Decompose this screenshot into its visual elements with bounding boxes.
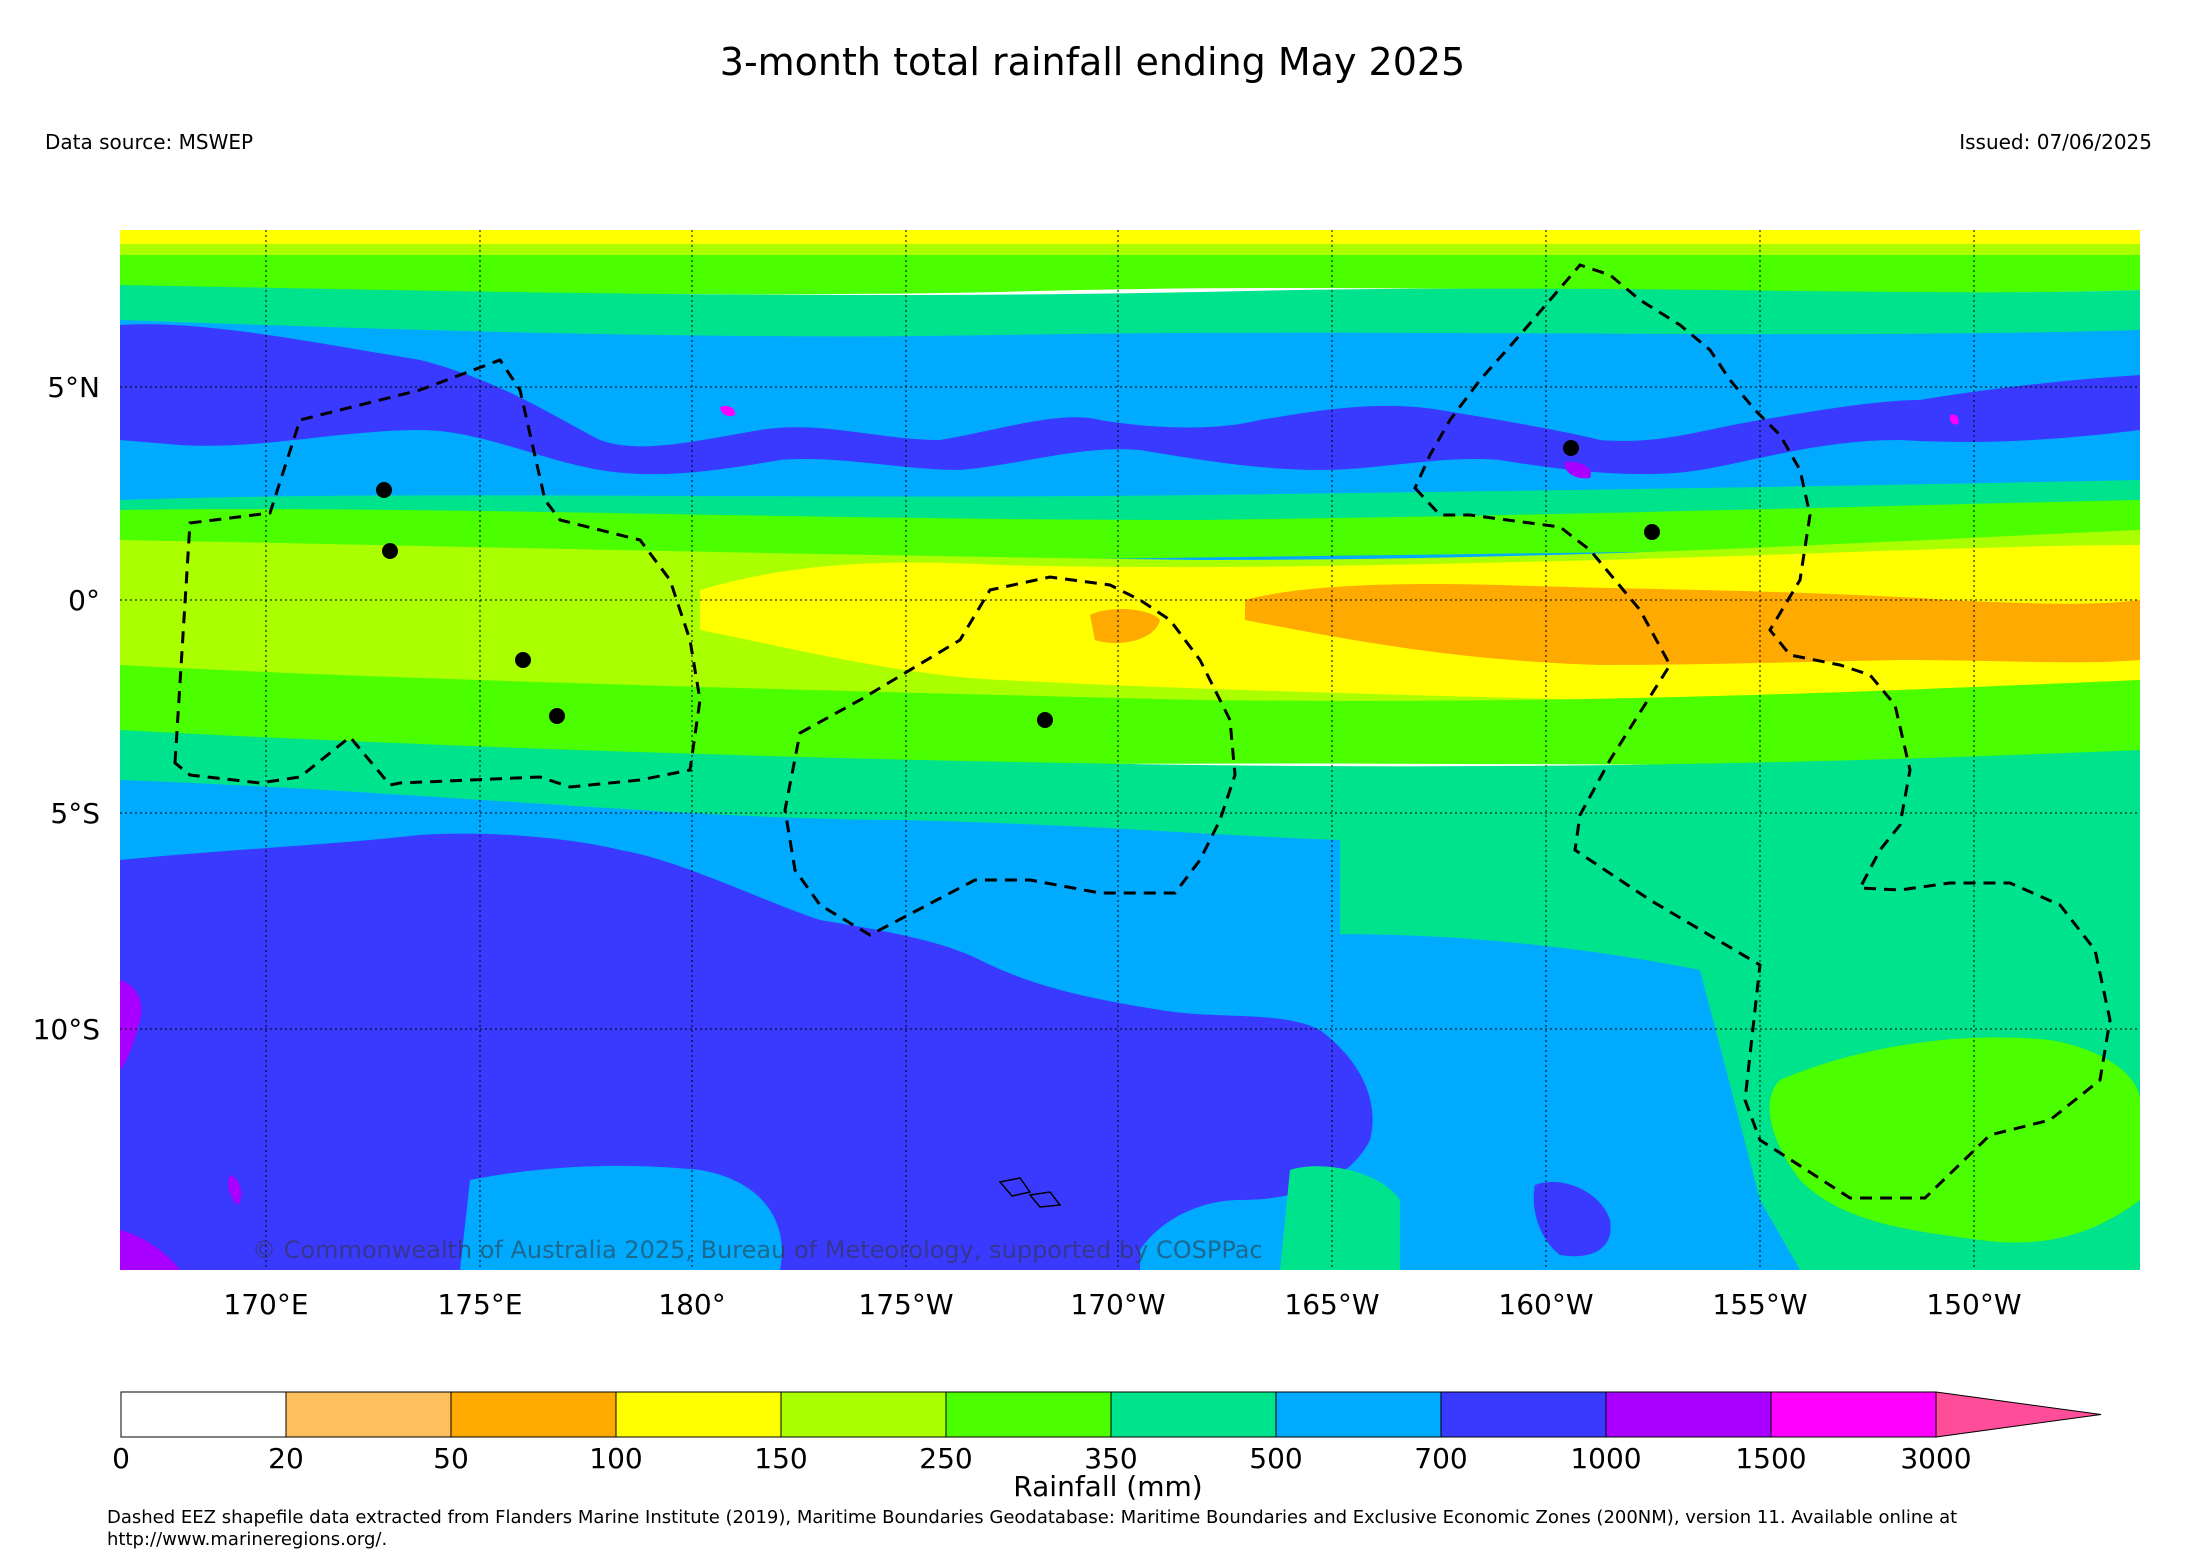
rainfall-field	[120, 230, 2140, 1270]
lat-label: 0°	[68, 584, 100, 617]
lat-label: 5°N	[47, 371, 100, 404]
data-source-label: Data source: MSWEP	[45, 130, 254, 154]
lon-label: 160°W	[1498, 1288, 1593, 1321]
colorbar-tick-label: 100	[589, 1442, 642, 1475]
colorbar-tick-label: 20	[268, 1442, 304, 1475]
colorbar: 0 20 50 100 150 250 350 500 700 1000 1500 3000	[112, 1391, 2102, 1475]
island-coastlines	[998, 1177, 1062, 1208]
colorbar-tick-label: 50	[433, 1442, 469, 1475]
island-markers	[376, 440, 1660, 728]
colorbar-tick-label: 0	[112, 1442, 130, 1475]
colorbar-tick-label: 250	[919, 1442, 972, 1475]
island-dot	[549, 708, 565, 724]
colorbar-swatch	[780, 1391, 947, 1438]
colorbar-swatch	[1605, 1391, 1772, 1438]
island-dot	[1563, 440, 1579, 456]
colorbar-tick-label: 3000	[1900, 1442, 1971, 1475]
colorbar-swatch	[945, 1391, 1112, 1438]
island-dot	[376, 482, 392, 498]
colorbar-extend-arrow	[1935, 1391, 2102, 1438]
lon-label: 175°E	[437, 1288, 522, 1321]
colorbar-tick-label: 1000	[1570, 1442, 1641, 1475]
footer-citation: Dashed EEZ shapefile data extracted from…	[107, 1507, 1958, 1550]
colorbar-tick-label: 150	[754, 1442, 807, 1475]
lon-label: 155°W	[1712, 1288, 1807, 1321]
colorbar-tick-label: 350	[1084, 1442, 1137, 1475]
lon-label: 150°W	[1926, 1288, 2021, 1321]
lat-label: 10°S	[33, 1013, 100, 1046]
colorbar-tick-label: 500	[1249, 1442, 1302, 1475]
colorbar-swatch	[1110, 1391, 1277, 1438]
lon-label: 180°	[658, 1288, 725, 1321]
lon-label: 165°W	[1284, 1288, 1379, 1321]
lat-label: 5°S	[50, 797, 100, 830]
colorbar-swatch	[1770, 1391, 1937, 1438]
lon-label: 170°W	[1070, 1288, 1165, 1321]
issued-date-label: Issued: 07/06/2025	[1959, 130, 2152, 154]
graticule	[120, 230, 2140, 1270]
lon-label: 175°W	[858, 1288, 953, 1321]
colorbar-tick-label: 700	[1414, 1442, 1467, 1475]
colorbar-swatch	[120, 1391, 287, 1438]
colorbar-swatch	[285, 1391, 452, 1438]
lon-label: 170°E	[223, 1288, 308, 1321]
copyright-text: © Commonwealth of Australia 2025, Bureau…	[252, 1236, 1263, 1264]
colorbar-swatch	[450, 1391, 617, 1438]
island-dot	[382, 543, 398, 559]
colorbar-swatch	[615, 1391, 782, 1438]
colorbar-tick-label: 1500	[1735, 1442, 1806, 1475]
island-dot	[515, 652, 531, 668]
island-dot	[1644, 524, 1660, 540]
colorbar-swatch	[1275, 1391, 1442, 1438]
island-dot	[1037, 712, 1053, 728]
map-title: 3-month total rainfall ending May 2025	[719, 40, 1466, 84]
eez-boundaries	[173, 263, 2112, 1200]
colorbar-swatch	[1440, 1391, 1607, 1438]
colorbar-title: Rainfall (mm)	[1013, 1470, 1202, 1503]
